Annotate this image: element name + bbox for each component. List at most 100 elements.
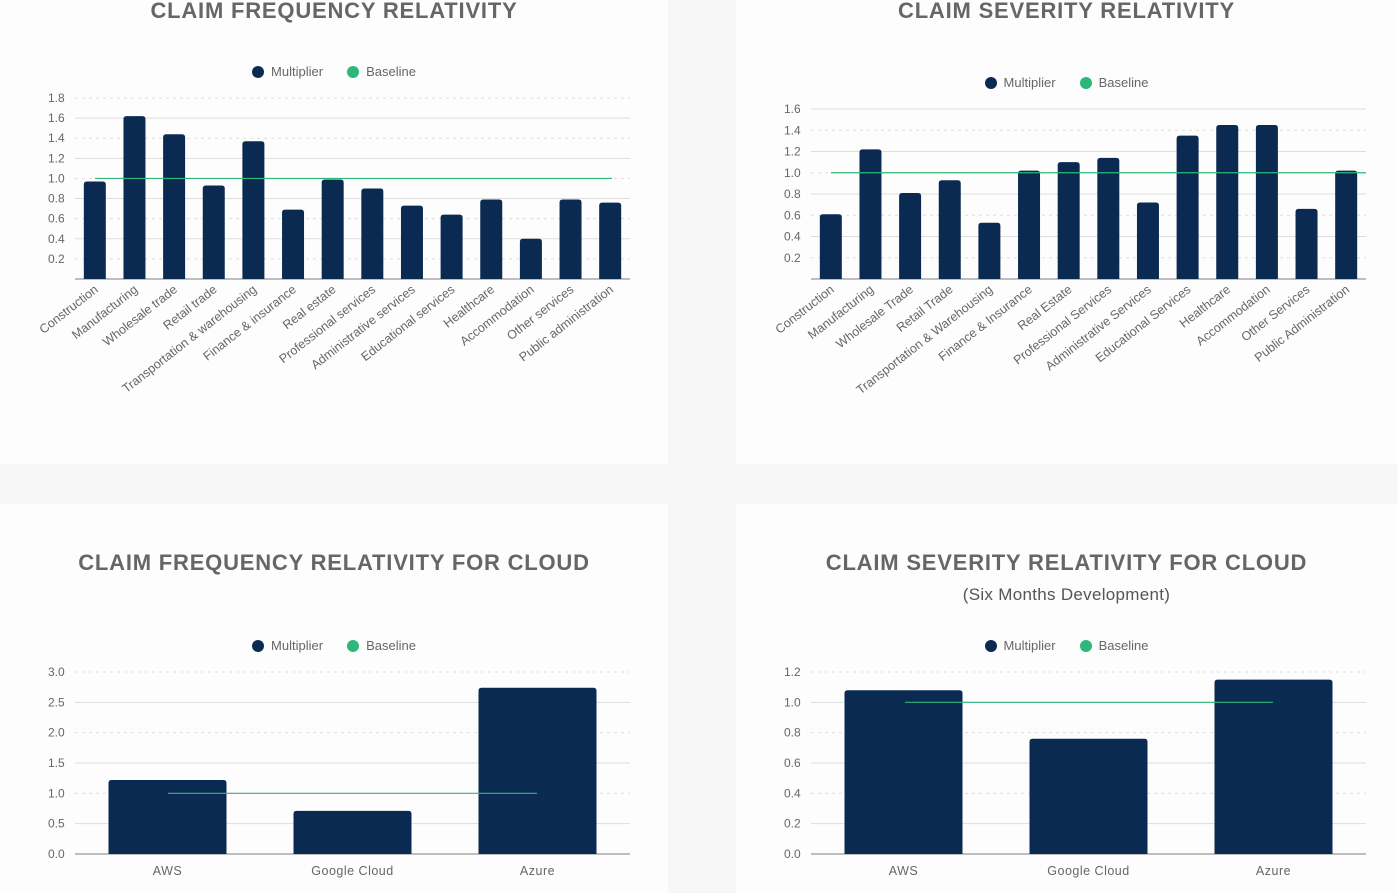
baseline-dot-icon	[347, 65, 360, 78]
y-tick-label: 0.0	[784, 847, 801, 861]
bar	[282, 209, 305, 279]
chart-plot: 0.0 0.2 0.4 0.6 0.8 1.0 1.2 AWS Google Cloud Azur…	[784, 665, 1366, 878]
x-tick-label: AWS	[153, 864, 183, 878]
chart-title: CLAIM FREQUENCY RELATIVITY FOR CLOUD	[78, 550, 590, 575]
bar	[163, 134, 186, 279]
y-tick-label: 0.4	[48, 232, 65, 246]
y-tick-label: 1.4	[784, 123, 801, 137]
bar	[1176, 135, 1199, 279]
multiplier-dot-icon	[984, 639, 997, 652]
bar	[1335, 170, 1358, 279]
y-tick-label: 0.6	[48, 212, 65, 226]
y-tick-label: 2.5	[48, 695, 65, 709]
bar	[1216, 124, 1239, 279]
bar	[978, 222, 1001, 279]
chart-plot: 0.20.40.60.81.01.21.41.61.8ConstructionM…	[37, 91, 630, 396]
x-tick-label: Azure	[520, 864, 555, 878]
legend-item-baseline[interactable]: Baseline	[1079, 638, 1149, 653]
x-tick-label: Google Cloud	[1047, 864, 1129, 878]
chart-title: CLAIM FREQUENCY RELATIVITY	[150, 0, 518, 23]
bar	[1136, 202, 1159, 279]
y-tick-label: 0.8	[784, 726, 801, 740]
x-tick-label: Azure	[1256, 864, 1291, 878]
chart-legend: Multiplier Baseline	[736, 75, 1397, 90]
y-tick-label: 1.5	[48, 756, 65, 770]
bar	[938, 180, 961, 279]
bar	[293, 810, 412, 854]
multiplier-dot-icon	[984, 76, 997, 89]
legend-label-multiplier: Multiplier	[271, 638, 324, 653]
legend-label-baseline: Baseline	[366, 638, 416, 653]
legend-item-multiplier[interactable]: Multiplier	[252, 64, 323, 79]
legend-label-multiplier: Multiplier	[1003, 638, 1056, 653]
legend-label-baseline: Baseline	[1098, 75, 1149, 90]
y-tick-label: 0.2	[48, 252, 65, 266]
bar	[1057, 162, 1080, 279]
y-tick-label: 0.2	[784, 251, 801, 265]
legend-item-multiplier[interactable]: Multiplier	[252, 638, 323, 653]
legend-item-baseline[interactable]: Baseline	[1079, 75, 1149, 90]
chart-plot: 0.20.40.60.81.01.21.41.6ConstructionManu…	[773, 102, 1366, 397]
bar	[1255, 124, 1278, 279]
legend-item-baseline[interactable]: Baseline	[347, 64, 416, 79]
x-tick-label: Google Cloud	[311, 864, 393, 878]
y-tick-label: 1.2	[48, 151, 65, 165]
chart-plot: 0.0 0.5 1.0 1.5 2.0 2.5 3.0 AWS Google Cloud Azur…	[48, 665, 630, 878]
chart-legend: Multiplier Baseline	[0, 638, 668, 653]
y-tick-label: 0.8	[784, 187, 801, 201]
bar	[361, 188, 384, 279]
chart-subtitle: (Six Months Development)	[962, 585, 1171, 604]
bar	[440, 214, 463, 279]
bar	[519, 238, 542, 279]
y-tick-label: 1.0	[784, 695, 801, 709]
bar	[1295, 208, 1318, 279]
y-tick-label: 0.6	[784, 208, 801, 222]
y-tick-label: 0.4	[784, 230, 801, 244]
chart-title: CLAIM SEVERITY RELATIVITY	[898, 0, 1235, 23]
chart-panel-claim-severity: CLAIM SEVERITY RELATIVITY Multiplier Bas…	[736, 0, 1397, 464]
chart-title: CLAIM SEVERITY RELATIVITY FOR CLOUD	[825, 550, 1308, 575]
legend-label-baseline: Baseline	[1098, 638, 1149, 653]
y-tick-label: 1.2	[784, 145, 801, 159]
chart-panel-claim-frequency-cloud: CLAIM FREQUENCY RELATIVITY FOR CLOUD Mul…	[0, 504, 668, 893]
chart-panel-claim-severity-cloud: CLAIM SEVERITY RELATIVITY FOR CLOUD (Six…	[736, 504, 1397, 893]
bar	[859, 149, 882, 279]
bar	[899, 192, 922, 279]
y-tick-label: 3.0	[48, 665, 65, 679]
y-tick-label: 1.2	[784, 665, 801, 679]
multiplier-dot-icon	[252, 65, 265, 78]
bar	[1214, 679, 1333, 854]
baseline-dot-icon	[347, 639, 360, 652]
y-tick-label: 2.0	[48, 726, 65, 740]
y-tick-label: 1.8	[48, 91, 65, 105]
chart-legend: Multiplier Baseline	[0, 64, 668, 79]
chart-panel-claim-frequency: CLAIM FREQUENCY RELATIVITY Multiplier Ba…	[0, 0, 668, 464]
bar	[559, 199, 582, 279]
bar	[844, 690, 963, 854]
bar	[480, 199, 503, 279]
y-tick-label: 1.6	[784, 102, 801, 116]
bar	[123, 116, 146, 279]
bar	[1097, 157, 1120, 279]
bar	[242, 141, 265, 279]
y-tick-label: 1.0	[784, 166, 801, 180]
y-tick-label: 0.2	[784, 817, 801, 831]
baseline-dot-icon	[1079, 76, 1092, 89]
y-tick-label: 1.0	[48, 171, 65, 185]
chart-legend: Multiplier Baseline	[736, 638, 1397, 653]
bar	[1029, 738, 1148, 854]
y-tick-label: 1.6	[48, 111, 65, 125]
baseline-dot-icon	[1079, 639, 1092, 652]
legend-item-baseline[interactable]: Baseline	[347, 638, 416, 653]
x-tick-label: AWS	[889, 864, 919, 878]
legend-item-multiplier[interactable]: Multiplier	[984, 638, 1056, 653]
bar	[321, 179, 344, 279]
bar	[599, 202, 622, 279]
legend-label-multiplier: Multiplier	[1003, 75, 1056, 90]
bar	[202, 185, 225, 279]
bar	[83, 181, 106, 279]
bar	[400, 205, 423, 279]
y-tick-label: 0.8	[48, 192, 65, 206]
y-tick-label: 0.0	[48, 847, 65, 861]
legend-item-multiplier[interactable]: Multiplier	[984, 75, 1056, 90]
